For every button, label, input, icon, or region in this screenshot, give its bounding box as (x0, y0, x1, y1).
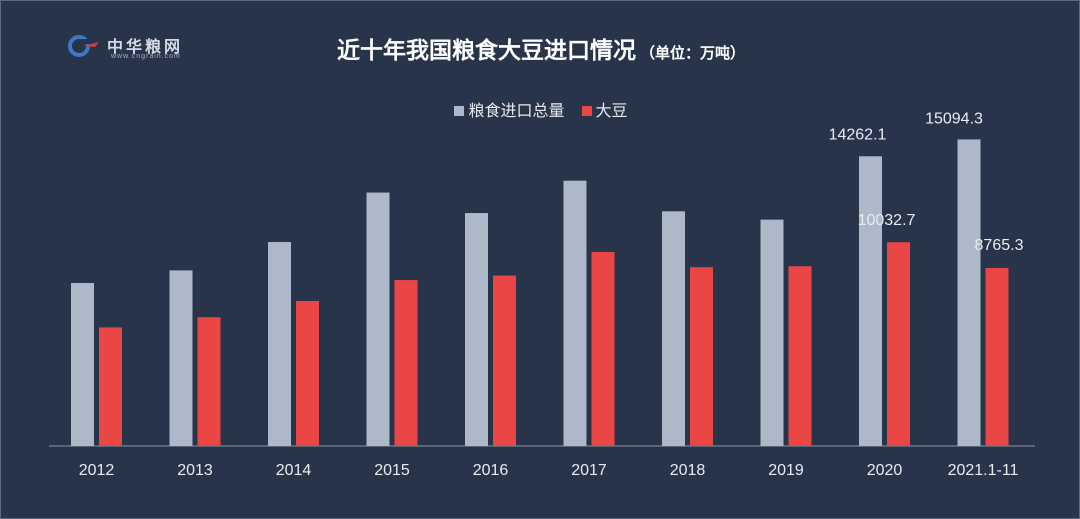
bar-grain-2017 (563, 180, 587, 446)
bar-soybean-2013 (197, 317, 221, 446)
x-tick-label-2015: 2015 (374, 462, 410, 479)
data-label-soybean-2021.1-11: 8765.3 (975, 237, 1024, 254)
chart-title: 近十年我国粮食大豆进口情况 (336, 37, 636, 64)
data-label-grain-2021.1-11: 15094.3 (925, 110, 983, 127)
bar-grain-2021.1-11 (957, 139, 981, 446)
cngrain-logo-icon (68, 35, 99, 57)
bar-grain-2016 (465, 213, 488, 446)
bar-grain-2018 (662, 211, 685, 446)
bar-soybean-2019 (788, 266, 812, 446)
cngrain-logo: 中华粮网 www.cngrain.com (67, 33, 207, 63)
bar-grain-2019 (760, 219, 784, 446)
bar-grain-2012 (71, 282, 94, 446)
bar-soybean-2014 (296, 300, 319, 446)
bar-grain-2014 (268, 242, 291, 446)
logo-name: 中华粮网 (107, 37, 184, 56)
x-tick-label-2019: 2019 (768, 462, 804, 479)
logo-url: www.cngrain.com (111, 53, 181, 60)
chart-subtitle: （单位：万吨） (639, 44, 745, 62)
chart-legend: 粮食进口总量 大豆 (1, 97, 1079, 121)
legend-label-grain: 粮食进口总量 (468, 101, 565, 120)
x-tick-label-2020: 2020 (867, 462, 903, 479)
bar-soybean-2020 (887, 242, 910, 446)
x-tick-label-2016: 2016 (473, 462, 509, 479)
legend-swatch-grain (454, 106, 465, 116)
bar-soybean-2016 (493, 275, 516, 446)
x-tick-label-2017: 2017 (571, 462, 607, 479)
legend-item-soybean: 大豆 (581, 97, 628, 121)
bar-soybean-2012 (99, 327, 122, 446)
x-tick-label-2021.1-11: 2021.1-11 (948, 462, 1019, 479)
x-tick-label-2018: 2018 (670, 462, 706, 479)
legend-label-soybean: 大豆 (595, 101, 628, 120)
x-tick-label-2014: 2014 (276, 462, 312, 479)
x-tick-label-2012: 2012 (79, 462, 115, 479)
bar-grain-2013 (169, 270, 193, 446)
chart-title-block: 近十年我国粮食大豆进口情况 （单位：万吨） (1, 31, 1079, 65)
x-tick-label-2013: 2013 (177, 462, 213, 479)
bar-grain-2015 (366, 192, 390, 446)
bar-grain-2020 (859, 156, 882, 446)
data-label-soybean-2020: 10032.7 (858, 212, 916, 229)
bar-soybean-2018 (690, 267, 713, 446)
bar-soybean-2017 (591, 251, 615, 446)
bar-soybean-2021.1-11 (985, 267, 1009, 446)
bar-soybean-2015 (394, 280, 418, 446)
legend-item-grain: 粮食进口总量 (454, 97, 564, 121)
data-label-grain-2020: 14262.1 (829, 126, 887, 143)
legend-swatch-soybean (581, 106, 592, 116)
